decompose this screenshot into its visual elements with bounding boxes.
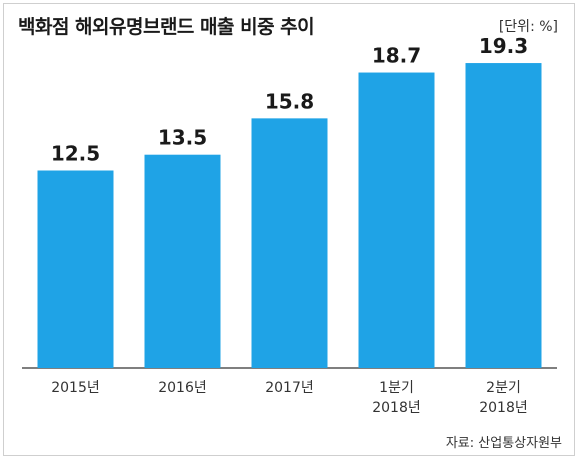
chart-title: 백화점 해외유명브랜드 매출 비중 추이 [18,16,315,38]
bar-1 [144,154,221,368]
unit-label: [단위: %] [498,19,558,35]
bar-4 [465,63,542,369]
data-label-1: 13.5 [158,126,207,150]
x-tick-label-4-0: 2분기 [486,380,521,396]
bar-2 [251,118,328,368]
data-label-3: 18.7 [372,44,421,68]
x-tick-label-1-0: 2016년 [158,380,207,396]
x-tick-label-2-0: 2017년 [265,380,314,396]
source-note: 자료: 산업통상자원부 [445,436,562,451]
bar-0 [37,170,114,368]
x-tick-label-3-0: 1분기 [379,380,414,396]
x-tick-label-3-1: 2018년 [372,400,421,416]
x-tick-label-0-0: 2015년 [51,380,100,396]
x-tick-label-4-1: 2018년 [479,400,528,416]
data-label-2: 15.8 [265,89,314,113]
bar-3 [358,72,435,368]
data-label-4: 19.3 [479,34,528,58]
data-label-0: 12.5 [51,142,100,166]
chart-frame [3,3,575,456]
